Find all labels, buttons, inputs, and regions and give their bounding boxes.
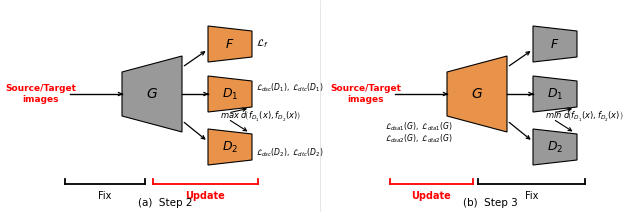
Text: $D_1$: $D_1$ [547, 86, 563, 102]
Text: Update: Update [412, 191, 451, 201]
Text: Source/Target
images: Source/Target images [330, 84, 401, 104]
Polygon shape [122, 56, 182, 132]
Polygon shape [208, 26, 252, 62]
Text: (a)  Step 2: (a) Step 2 [138, 198, 192, 208]
Polygon shape [533, 129, 577, 165]
Text: $max\ d\!\left(f_{D_1}(x),f_{D_2}(x)\right)$: $max\ d\!\left(f_{D_1}(x),f_{D_2}(x)\rig… [220, 109, 301, 123]
Text: $D_1$: $D_1$ [222, 86, 238, 102]
Text: $F$: $F$ [550, 38, 559, 50]
Polygon shape [533, 26, 577, 62]
Text: $\mathcal{L}_{dsa2}(G),\ \mathcal{L}_{dta2}(G)$: $\mathcal{L}_{dsa2}(G),\ \mathcal{L}_{dt… [385, 133, 452, 145]
Text: $G$: $G$ [471, 87, 483, 101]
Text: $\mathcal{L}_{dsc}(D_2),\ \mathcal{L}_{dtc}(D_2)$: $\mathcal{L}_{dsc}(D_2),\ \mathcal{L}_{d… [256, 147, 323, 159]
Text: $min\ d\!\left(f_{D_1}(x),f_{D_2}(x)\right)$: $min\ d\!\left(f_{D_1}(x),f_{D_2}(x)\rig… [545, 109, 623, 123]
Text: $\mathcal{L}_f$: $\mathcal{L}_f$ [256, 38, 269, 50]
Text: $\mathcal{L}_{dsc}(D_1),\ \mathcal{L}_{dtc}(D_1)$: $\mathcal{L}_{dsc}(D_1),\ \mathcal{L}_{d… [256, 82, 323, 94]
Polygon shape [533, 76, 577, 112]
Polygon shape [447, 56, 507, 132]
Text: $D_2$: $D_2$ [222, 139, 238, 155]
Text: $F$: $F$ [225, 38, 235, 50]
Polygon shape [208, 76, 252, 112]
Text: $\mathcal{L}_{dsa1}(G),\ \mathcal{L}_{dta1}(G)$: $\mathcal{L}_{dsa1}(G),\ \mathcal{L}_{dt… [385, 121, 452, 133]
Text: Fix: Fix [525, 191, 538, 201]
Text: (b)  Step 3: (b) Step 3 [463, 198, 517, 208]
Text: $D_2$: $D_2$ [547, 139, 563, 155]
Text: $G$: $G$ [146, 87, 158, 101]
Text: Fix: Fix [99, 191, 112, 201]
Text: Update: Update [186, 191, 225, 201]
Polygon shape [208, 129, 252, 165]
Text: Source/Target
images: Source/Target images [5, 84, 76, 104]
